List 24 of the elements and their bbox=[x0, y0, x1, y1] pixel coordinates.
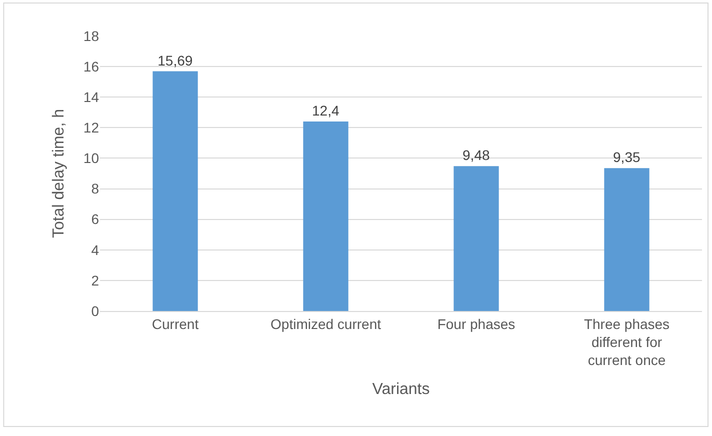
data-label: 12,4 bbox=[312, 102, 340, 119]
data-label: 9,35 bbox=[613, 149, 640, 166]
x-tick-label: Four phases bbox=[437, 316, 516, 332]
bar bbox=[152, 71, 198, 311]
y-axis-title: Total delay time, h bbox=[50, 109, 68, 238]
x-tick-label: Current bbox=[152, 316, 199, 332]
y-tick-label: 14 bbox=[83, 89, 100, 106]
bar bbox=[303, 122, 348, 311]
y-tick-label: 18 bbox=[83, 28, 100, 44]
y-tick-label: 12 bbox=[83, 120, 100, 136]
y-tick-label: 2 bbox=[91, 272, 100, 288]
bar bbox=[454, 166, 499, 311]
y-tick-label: 10 bbox=[83, 150, 100, 166]
y-tick-label: 8 bbox=[91, 180, 100, 197]
x-tick-label: Optimized current bbox=[270, 316, 382, 332]
data-label: 9,48 bbox=[462, 147, 490, 164]
x-tick-label: Three phases different for current once bbox=[584, 316, 670, 368]
y-tick-label: 4 bbox=[91, 242, 100, 258]
y-tick-label: 16 bbox=[83, 58, 100, 74]
x-axis-title: Variants bbox=[372, 380, 430, 398]
bar bbox=[604, 168, 650, 311]
data-label: 15,69 bbox=[158, 52, 193, 68]
y-tick-label: 0 bbox=[91, 302, 100, 319]
y-tick-label: 6 bbox=[91, 211, 100, 228]
